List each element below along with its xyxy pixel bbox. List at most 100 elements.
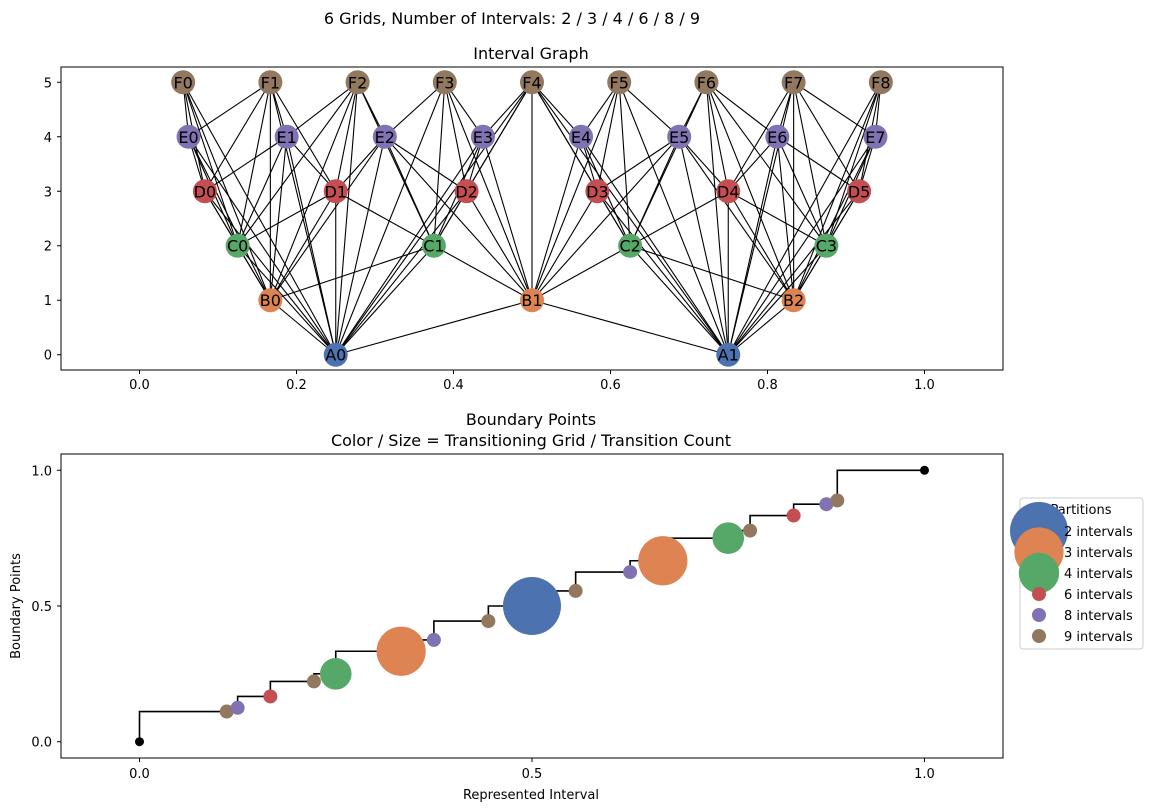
boundary-points-title: Boundary Points (466, 410, 596, 429)
graph-node-label-D0: D0 (194, 182, 217, 201)
graph-node-D0 (192, 179, 217, 204)
graph-edge-B0-D1 (269, 190, 337, 301)
boundary-point-10 (623, 565, 638, 580)
graph-node-label-B2: B2 (783, 291, 804, 310)
graph-edge-C1-D1 (335, 190, 435, 247)
graph-node-E3 (470, 124, 495, 149)
graph-edge-A1-C3 (727, 245, 827, 356)
graph-node-B1 (520, 288, 544, 313)
graph-node-label-F0: F0 (173, 73, 192, 92)
graph-node-E5 (667, 124, 692, 149)
graph-edge-A1-D3 (596, 190, 729, 356)
graph-edge-C3-F7 (793, 82, 827, 246)
legend-marker-D (1032, 587, 1046, 601)
graph-node-label-C0: C0 (227, 237, 248, 256)
legend-label-B: 3 intervals (1064, 546, 1133, 561)
graph-node-B0 (258, 288, 283, 313)
graph-edge-D1-E2 (335, 136, 386, 192)
graph-edge-B1-F5 (531, 82, 620, 301)
graph-node-label-A0: A0 (325, 346, 346, 365)
boundary-point-9 (568, 583, 583, 598)
graph-edge-D3-F5 (596, 82, 620, 192)
graph-edge-A0-C0 (237, 245, 337, 356)
graph-node-B2 (781, 288, 806, 313)
graph-edge-D0-F1 (204, 81, 271, 192)
graph-edge-C3-F6 (705, 81, 827, 247)
graph-edge-A0-E0 (188, 136, 337, 356)
graph-edge-E2-F3 (384, 81, 446, 138)
graph-edge-D2-F3 (444, 82, 468, 192)
partitions-legend: Partitions 2 intervals 3 intervals 4 inter… (1010, 497, 1144, 650)
graph-edge-A0-B1 (335, 299, 533, 356)
graph-edge-D2-E2 (384, 136, 467, 192)
graph-node-label-C3: C3 (816, 237, 837, 256)
graph-edge-D2-F4 (466, 81, 533, 192)
boundary-point-7 (481, 614, 496, 629)
boundary-endpoint-0 (135, 737, 144, 747)
graph-edge-B1-F3 (444, 82, 533, 301)
graph-edge-D4-E6 (727, 136, 778, 192)
graph-edge-A0-C1 (335, 245, 435, 356)
legend-label-C: 4 intervals (1064, 567, 1133, 582)
graph-node-label-D3: D3 (586, 182, 609, 201)
graph-node-C2 (618, 233, 643, 258)
graph-edge-C0-D1 (237, 190, 337, 247)
boundary-x-axis-label: Represented Interval (463, 788, 599, 803)
graph-edge-B0-C1 (270, 245, 435, 301)
boundary-points-markers (135, 465, 929, 747)
graph-node-E0 (176, 124, 201, 149)
boundary-point-3 (306, 674, 321, 689)
graph-edge-B2-D4 (727, 190, 795, 301)
graph-node-F0 (171, 70, 196, 95)
boundary-x-tick-label: 0.0 (129, 767, 150, 782)
graph-node-label-F3: F3 (435, 73, 454, 92)
graph-edge-D1-F2 (335, 82, 359, 192)
boundary-point-1 (230, 700, 245, 715)
graph-node-D3 (585, 179, 610, 204)
graph-node-label-E3: E3 (473, 128, 493, 147)
graph-edge-A0-D2 (335, 190, 468, 356)
graph-edge-E4-F4 (531, 81, 582, 138)
graph-node-D4 (716, 179, 741, 204)
graph-edge-B1-E2 (384, 136, 533, 301)
graph-edge-A1-B1 (531, 299, 729, 356)
graph-edge-C2-F5 (618, 82, 631, 246)
graph-edge-A1-F4 (531, 81, 729, 356)
boundary-point-14 (786, 508, 801, 523)
graph-node-label-E6: E6 (767, 128, 787, 147)
graph-edge-A0-F2 (335, 82, 359, 355)
boundary-point-2 (263, 689, 278, 704)
graph-node-E6 (765, 124, 790, 149)
graph-node-label-F4: F4 (522, 73, 541, 92)
graph-x-tick-label: 0.0 (129, 378, 150, 393)
boundary-point-5 (376, 626, 426, 676)
graph-node-label-B0: B0 (260, 291, 281, 310)
graph-edge-B2-F8 (793, 82, 882, 301)
graph-node-label-E2: E2 (375, 128, 395, 147)
boundary-point-16 (830, 493, 845, 508)
boundary-x-ticks: 0.0 0.5 1.0 (129, 758, 935, 782)
graph-edge-E5-F5 (618, 81, 680, 138)
boundary-point-0 (219, 704, 234, 719)
boundary-points-subtitle: Color / Size = Transitioning Grid / Tran… (331, 431, 731, 450)
graph-edge-B0-F2 (269, 82, 359, 301)
graph-edge-B1-D2 (466, 190, 533, 301)
boundary-point-6 (426, 632, 441, 647)
graph-x-tick-label: 0.8 (757, 378, 778, 393)
graph-node-E7 (863, 124, 888, 149)
graph-edge-C0-E1 (237, 136, 288, 246)
graph-node-A0 (323, 342, 348, 367)
graph-y-tick-label: 1 (44, 294, 52, 309)
graph-node-F2 (345, 70, 370, 95)
graph-edge-C1-F3 (433, 82, 446, 246)
boundary-y-tick-label: 1.0 (31, 464, 52, 479)
boundary-x-tick-label: 1.0 (914, 767, 935, 782)
graph-node-A1 (716, 342, 741, 367)
graph-node-label-F6: F6 (697, 73, 716, 92)
graph-edge-D1-E1 (286, 136, 337, 192)
graph-edge-D4-F6 (705, 82, 729, 192)
legend-label-A: 2 intervals (1064, 525, 1133, 540)
graph-edge-C3-F8 (825, 82, 882, 246)
boundary-endpoint-1 (920, 465, 929, 475)
graph-edge-B1-E5 (531, 136, 680, 301)
